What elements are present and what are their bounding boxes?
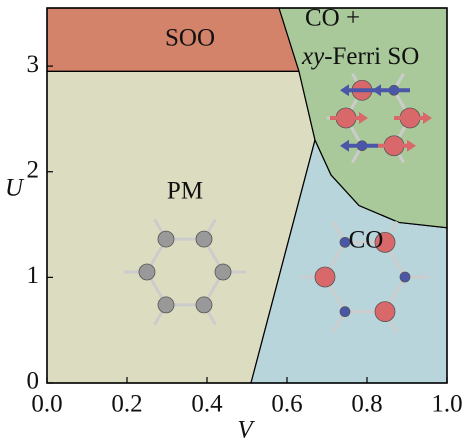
atom <box>158 297 174 313</box>
y-tick-label: 1 <box>27 262 40 289</box>
region-label: xy-Ferri SO <box>301 43 419 70</box>
region-label: SOO <box>165 25 215 52</box>
y-tick-label: 0 <box>27 368 40 395</box>
atom <box>315 267 335 287</box>
region-label: PM <box>167 178 203 205</box>
x-tick-label: 0.0 <box>31 391 62 418</box>
y-tick-label: 3 <box>27 51 40 78</box>
x-tick-label: 0.4 <box>191 391 223 418</box>
atom <box>196 297 212 313</box>
x-tick-label: 0.2 <box>111 391 142 418</box>
x-tick-label: 0.6 <box>271 391 302 418</box>
atom <box>158 231 174 247</box>
y-axis-label: U <box>5 175 25 202</box>
x-axis-label: V <box>237 417 255 443</box>
atom <box>340 307 350 317</box>
atom <box>139 264 155 280</box>
atom <box>375 302 395 322</box>
atom <box>400 272 410 282</box>
x-tick-label: 0.8 <box>351 391 382 418</box>
region-label: CO <box>349 227 384 254</box>
chart: SOO PM CO CO + xy-Ferri SO V U 0.0 0.2 0.4… <box>0 0 469 443</box>
atom <box>196 231 212 247</box>
region-label-part: xy <box>301 43 325 70</box>
region-label-part: -Ferri SO <box>324 43 419 70</box>
x-tick-label: 1.0 <box>431 391 462 418</box>
atom <box>215 264 231 280</box>
region-label: CO + <box>305 5 360 32</box>
y-tick-label: 2 <box>27 156 40 183</box>
